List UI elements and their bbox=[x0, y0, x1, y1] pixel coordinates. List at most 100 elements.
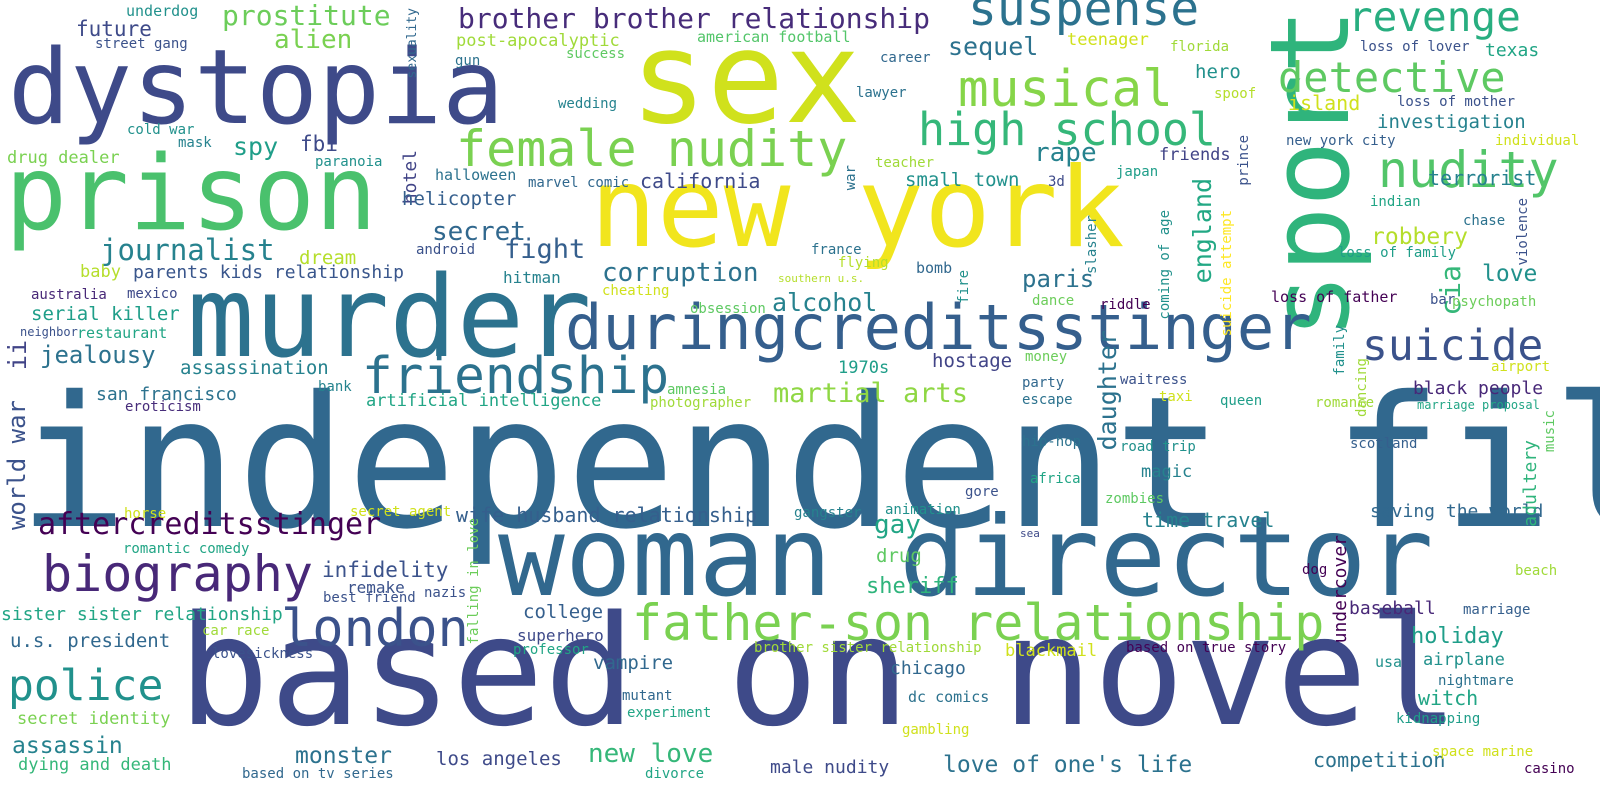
cloud-word: neighbor bbox=[20, 325, 78, 339]
cloud-word: time travel bbox=[1142, 508, 1275, 532]
cloud-word: car race bbox=[202, 623, 270, 639]
cloud-word: love of one's life bbox=[943, 752, 1193, 778]
cloud-word: journalist bbox=[100, 233, 275, 267]
cloud-word: female nudity bbox=[456, 120, 848, 178]
cloud-word: woman director bbox=[498, 493, 1434, 622]
cloud-word: prince bbox=[1236, 135, 1252, 186]
cloud-word: professor bbox=[513, 642, 589, 658]
cloud-word: gangster bbox=[794, 505, 862, 521]
cloud-word: undercover bbox=[1330, 535, 1351, 644]
cloud-word: dying and death bbox=[18, 755, 172, 775]
cloud-word: photographer bbox=[650, 395, 752, 411]
cloud-word: dream bbox=[299, 247, 357, 269]
cloud-word: suicide bbox=[1362, 321, 1544, 371]
cloud-word: escape bbox=[1022, 392, 1073, 408]
cloud-word: family bbox=[1332, 325, 1348, 376]
cloud-word: fight bbox=[504, 234, 586, 265]
cloud-word: new love bbox=[588, 739, 714, 769]
cloud-word: holiday bbox=[1411, 624, 1504, 649]
cloud-word: coming of age bbox=[1157, 210, 1173, 320]
cloud-word: android bbox=[416, 242, 476, 258]
cloud-word: robbery bbox=[1371, 224, 1468, 250]
cloud-word: secret agent bbox=[350, 504, 452, 520]
cloud-word: fbi bbox=[300, 132, 338, 156]
cloud-word: hitman bbox=[503, 268, 561, 287]
cloud-word: spy bbox=[233, 132, 279, 161]
cloud-word: new york city bbox=[1286, 133, 1396, 149]
cloud-word: france bbox=[811, 242, 862, 258]
cloud-word: best friend bbox=[323, 590, 416, 606]
cloud-word: drug bbox=[876, 545, 922, 567]
cloud-word: ii bbox=[3, 340, 32, 371]
cloud-word: space marine bbox=[1432, 744, 1534, 760]
cloud-word: scotland bbox=[1350, 436, 1418, 452]
cloud-word: beach bbox=[1515, 563, 1558, 579]
cloud-word: nightmare bbox=[1438, 673, 1514, 689]
cloud-word: vampire bbox=[593, 652, 674, 674]
cloud-word: mutant bbox=[622, 688, 673, 704]
cloud-word: small town bbox=[905, 169, 1020, 191]
cloud-word: based on novel bbox=[178, 583, 1460, 760]
cloud-word: australia bbox=[31, 287, 107, 303]
cloud-word: sister sister relationship bbox=[1, 604, 283, 625]
cloud-word: wife husband relationship bbox=[456, 503, 758, 527]
cloud-word: loss of mother bbox=[1397, 94, 1516, 110]
cloud-word: divorce bbox=[645, 766, 705, 782]
cloud-word: new york bbox=[590, 144, 1125, 273]
cloud-word: success bbox=[566, 46, 626, 62]
cloud-word: world war bbox=[3, 400, 31, 531]
cloud-word: u.s. president bbox=[10, 630, 171, 652]
cloud-word: love bbox=[1482, 261, 1538, 287]
cloud-word: blackmail bbox=[1005, 641, 1098, 661]
cloud-word: florida bbox=[1170, 39, 1230, 55]
cloud-word: biography bbox=[42, 545, 313, 603]
cloud-word: marriage bbox=[1463, 602, 1531, 618]
cloud-word: amnesia bbox=[667, 382, 727, 398]
cloud-word: sheriff bbox=[866, 574, 959, 599]
cloud-word: chase bbox=[1463, 213, 1506, 229]
cloud-word: gambling bbox=[902, 722, 970, 738]
cloud-word: chicago bbox=[890, 658, 966, 679]
cloud-word: serial killer bbox=[31, 303, 180, 325]
cloud-word: london bbox=[281, 599, 469, 659]
cloud-word: romantic comedy bbox=[123, 541, 250, 557]
cloud-word: remake bbox=[347, 578, 405, 597]
cloud-word: daughter bbox=[1093, 330, 1122, 451]
cloud-word: party bbox=[1022, 375, 1065, 391]
cloud-word: halloween bbox=[435, 166, 517, 184]
cloud-word: jealousy bbox=[40, 341, 156, 369]
cloud-word: psychopath bbox=[1452, 294, 1537, 310]
cloud-word: murder bbox=[187, 253, 592, 383]
cloud-word: southern u.s. bbox=[778, 272, 865, 285]
cloud-word: infidelity bbox=[322, 558, 449, 582]
cloud-word: black people bbox=[1413, 378, 1544, 399]
cloud-word: cold war bbox=[127, 122, 195, 138]
cloud-word: airplane bbox=[1423, 650, 1505, 670]
cloud-word: lovesickness bbox=[212, 646, 314, 662]
cloud-word: magic bbox=[1141, 462, 1193, 482]
cloud-word: marvel comic bbox=[528, 175, 630, 191]
cloud-word: marriage proposal bbox=[1417, 398, 1540, 412]
cloud-word: obsession bbox=[690, 301, 766, 317]
cloud-word: waitress bbox=[1120, 372, 1188, 388]
cloud-word: japan bbox=[1116, 164, 1159, 180]
cloud-word: monster bbox=[295, 743, 392, 769]
cloud-word: cheating bbox=[602, 283, 670, 299]
cloud-word: underdog bbox=[126, 2, 199, 20]
cloud-word: assassin bbox=[12, 733, 123, 759]
cloud-word: based on true story bbox=[1126, 640, 1287, 656]
cloud-word: witch bbox=[1418, 686, 1479, 710]
cloud-word: secret identity bbox=[17, 709, 171, 729]
cloud-word: baby bbox=[80, 262, 121, 282]
cloud-word: dog bbox=[1302, 562, 1328, 578]
cloud-word: nudity bbox=[1378, 141, 1559, 199]
cloud-word: brother sister relationship bbox=[754, 640, 982, 656]
cloud-word: adultery bbox=[1520, 440, 1541, 527]
cloud-word: detective bbox=[1278, 53, 1506, 102]
cloud-word: high school bbox=[918, 103, 1217, 156]
cloud-word: suicide attempt bbox=[1219, 210, 1235, 337]
cloud-word: bank bbox=[318, 379, 352, 395]
cloud-word: dance bbox=[1032, 293, 1075, 309]
cloud-word: police bbox=[8, 661, 164, 711]
cloud-word: kidnapping bbox=[1396, 711, 1481, 727]
